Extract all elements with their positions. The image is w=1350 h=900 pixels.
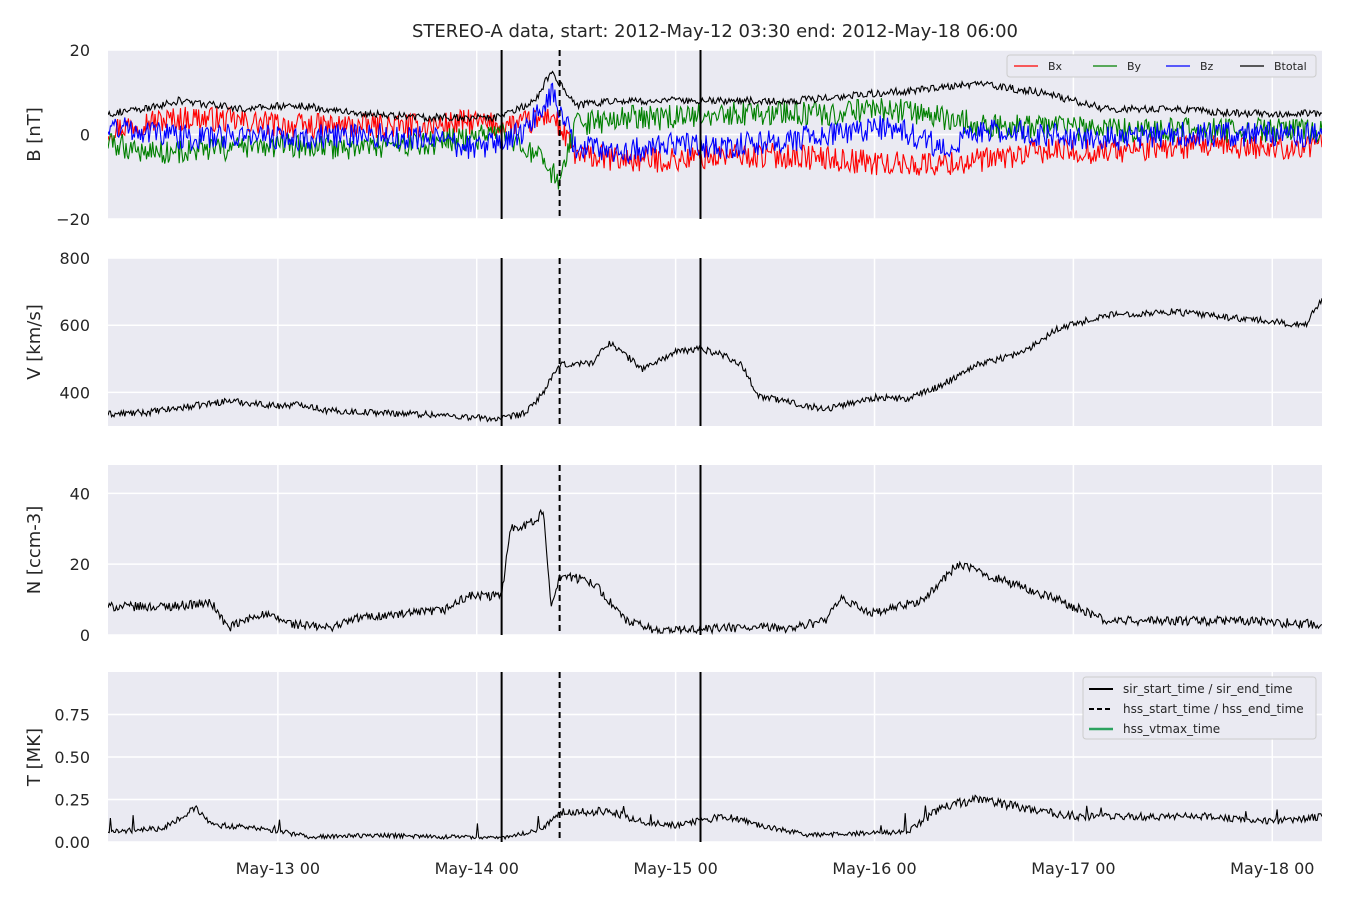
series-line-V	[108, 298, 1322, 423]
panel-N: 0 20 40 N [ccm-3]	[24, 465, 1322, 645]
legend-label: By	[1127, 60, 1142, 73]
legend-label: Bx	[1048, 60, 1063, 73]
panel-B: −20 0 20 B [nT] Bx By Bz Btotal	[24, 41, 1322, 229]
plot-area	[108, 258, 1322, 426]
y-tick-label: −20	[56, 210, 90, 229]
series-line-Btotal	[108, 70, 1322, 123]
series-line-Bx	[108, 106, 1322, 176]
series-group	[108, 508, 1322, 635]
panel-T: 0.00 0.25 0.50 0.75 T [MK] sir_start_time / s…	[24, 672, 1322, 878]
series-group	[108, 298, 1322, 423]
y-tick-label: 20	[70, 41, 90, 60]
y-tick-label: 800	[59, 249, 90, 268]
x-tick-label: May-15 00	[633, 859, 717, 878]
y-axis-label: T [MK]	[24, 728, 45, 787]
x-tick-label: May-13 00	[236, 859, 320, 878]
series-line-Bz	[108, 82, 1322, 165]
y-axis-label: B [nT]	[24, 107, 45, 162]
y-axis-label: N [ccm-3]	[24, 506, 45, 595]
y-tick-label: 400	[59, 383, 90, 402]
x-tick-label: May-17 00	[1031, 859, 1115, 878]
y-tick-label: 0.75	[54, 706, 90, 725]
series-line-N	[108, 508, 1322, 635]
chart-title: STEREO-A data, start: 2012-May-12 03:30 …	[412, 21, 1018, 42]
y-tick-label: 0	[80, 126, 90, 145]
y-axis-label: V [km/s]	[24, 304, 45, 379]
x-tick-label: May-14 00	[435, 859, 519, 878]
legend-box	[1082, 676, 1317, 740]
y-tick-label: 0.00	[54, 833, 90, 852]
y-tick-label: 600	[59, 316, 90, 335]
legend-label: hss_vtmax_time	[1123, 722, 1220, 736]
y-tick-label: 0.50	[54, 748, 90, 767]
y-tick-label: 0.25	[54, 791, 90, 810]
panel-V: 400 600 800 V [km/s]	[24, 249, 1322, 426]
legend-label: hss_start_time / hss_end_time	[1123, 702, 1304, 716]
y-tick-label: 20	[70, 555, 90, 574]
legend-label: sir_start_time / sir_end_time	[1123, 682, 1293, 696]
series-group	[108, 794, 1322, 841]
y-tick-label: 0	[80, 626, 90, 645]
legend-label: Bz	[1200, 60, 1214, 73]
y-tick-label: 40	[70, 484, 90, 503]
x-tick-label: May-18 00	[1230, 859, 1314, 878]
series-group	[108, 70, 1322, 190]
legend-box	[1006, 54, 1317, 78]
plot-area	[108, 465, 1322, 635]
legend-label: Btotal	[1274, 60, 1307, 73]
series-line-T	[108, 794, 1322, 841]
x-tick-label: May-16 00	[832, 859, 916, 878]
